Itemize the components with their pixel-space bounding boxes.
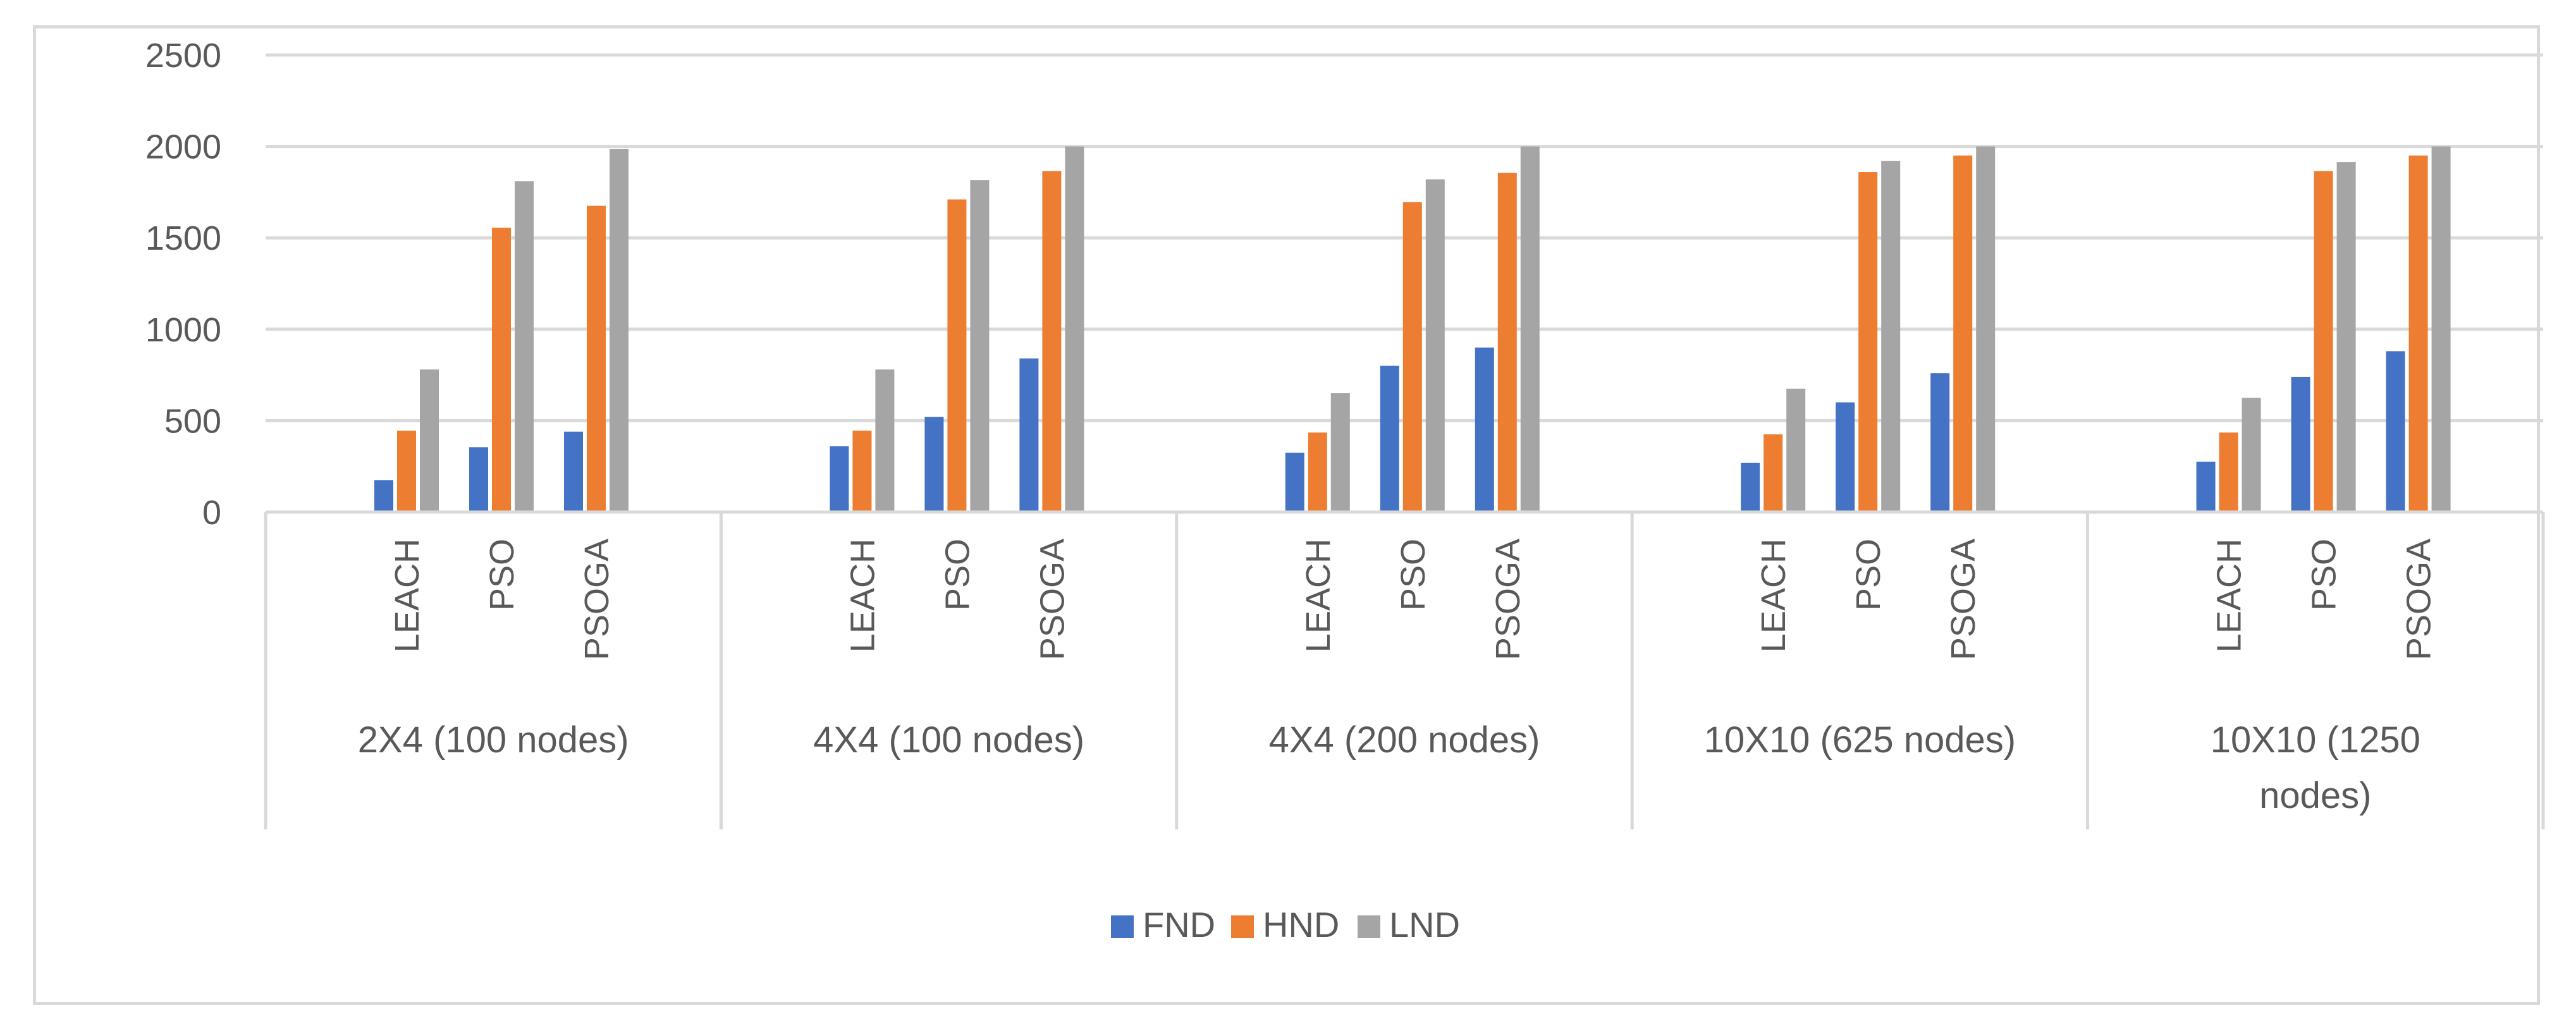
legend-label-fnd: FND (1143, 905, 1215, 944)
chart-frame (33, 25, 2540, 1005)
y-tick-label: 2500 (145, 37, 221, 75)
bar-hnd (1497, 173, 1517, 512)
y-tick-label: 1000 (145, 311, 221, 349)
y-tick-label: 2000 (145, 128, 221, 166)
group-label: 2X4 (100 nodes) (358, 719, 629, 761)
bar-hnd (1953, 156, 1973, 512)
bar-lnd (1786, 388, 1806, 512)
bar-lnd (610, 149, 629, 513)
bar-lnd (515, 181, 534, 513)
legend-label-lnd: LND (1389, 905, 1460, 944)
bar-lnd (420, 369, 439, 512)
y-tick-label: 500 (164, 402, 221, 440)
category-label: PSO (1394, 539, 1432, 611)
bar-lnd (2242, 398, 2261, 512)
bar-hnd (1308, 432, 1327, 512)
bar-fnd (1836, 402, 1855, 512)
legend-label-hnd: HND (1263, 905, 1339, 944)
bar-lnd (1330, 393, 1350, 512)
bar-lnd (970, 180, 990, 512)
bar-lnd (1976, 146, 1996, 513)
category-label: LEACH (1299, 539, 1337, 652)
bar-fnd (2196, 461, 2216, 512)
bar-fnd (1019, 358, 1039, 512)
bar-fnd (924, 417, 944, 512)
bar-lnd (2431, 146, 2451, 513)
bars (374, 146, 2451, 513)
category-label: PSOGA (2400, 539, 2438, 660)
category-label: LEACH (1755, 539, 1793, 652)
bar-lnd (1520, 146, 1540, 513)
bar-hnd (852, 431, 872, 512)
category-label: PSO (938, 539, 976, 611)
bar-fnd (2291, 376, 2310, 512)
bar-lnd (1425, 179, 1445, 512)
bar-hnd (1402, 202, 1422, 512)
group-label: 4X4 (100 nodes) (813, 719, 1084, 761)
bar-hnd (397, 431, 416, 512)
category-label: PSO (483, 539, 521, 611)
bar-fnd (1741, 462, 1760, 512)
bar-hnd (1042, 171, 1062, 513)
bar-hnd (1763, 434, 1783, 512)
y-tick-label: 1500 (145, 219, 221, 257)
bar-hnd (2219, 432, 2238, 512)
bar-hnd (587, 205, 606, 512)
bar-lnd (1881, 161, 1901, 513)
bar-fnd (469, 447, 488, 512)
category-label: PSOGA (1489, 539, 1527, 660)
bar-fnd (830, 446, 849, 512)
labels: 0 500 1000 1500 2000 2500 LEACH PSO PSOGA 2X4 (10… (145, 37, 2438, 816)
bar-fnd (374, 480, 393, 512)
bar-fnd (1475, 347, 1494, 512)
group-label: 10X10 (1250 (2211, 719, 2420, 761)
category-label: PSO (1849, 539, 1887, 611)
legend-swatch-lnd (1358, 915, 1380, 938)
group-label: nodes) (2259, 775, 2371, 816)
bar-hnd (2314, 171, 2333, 513)
y-tick-label: 0 (202, 494, 221, 532)
category-label: LEACH (843, 539, 881, 652)
category-label: PSOGA (578, 539, 616, 660)
bar-fnd (564, 431, 583, 512)
bar-lnd (1065, 146, 1084, 513)
bar-hnd (492, 228, 511, 512)
group-label: 4X4 (200 nodes) (1269, 719, 1540, 761)
axes (264, 510, 2545, 829)
legend-swatch-fnd (1111, 915, 1134, 938)
group-label: 10X10 (625 nodes) (1704, 719, 2016, 761)
category-label: LEACH (2211, 539, 2248, 652)
category-label: PSOGA (1944, 539, 1982, 660)
legend: FND HND LND (1111, 905, 1460, 944)
bar-fnd (1380, 365, 1399, 512)
bar-hnd (2408, 156, 2428, 512)
bar-lnd (875, 369, 895, 512)
bar-fnd (1285, 453, 1304, 512)
bar-fnd (1930, 373, 1950, 512)
category-label: LEACH (388, 539, 426, 652)
bar-fnd (2386, 351, 2405, 512)
category-label: PSOGA (1033, 539, 1071, 660)
legend-swatch-hnd (1231, 915, 1254, 938)
bar-hnd (947, 199, 967, 512)
bar-lnd (2336, 162, 2356, 512)
category-label: PSO (2305, 539, 2343, 611)
bar-hnd (1858, 172, 1878, 512)
